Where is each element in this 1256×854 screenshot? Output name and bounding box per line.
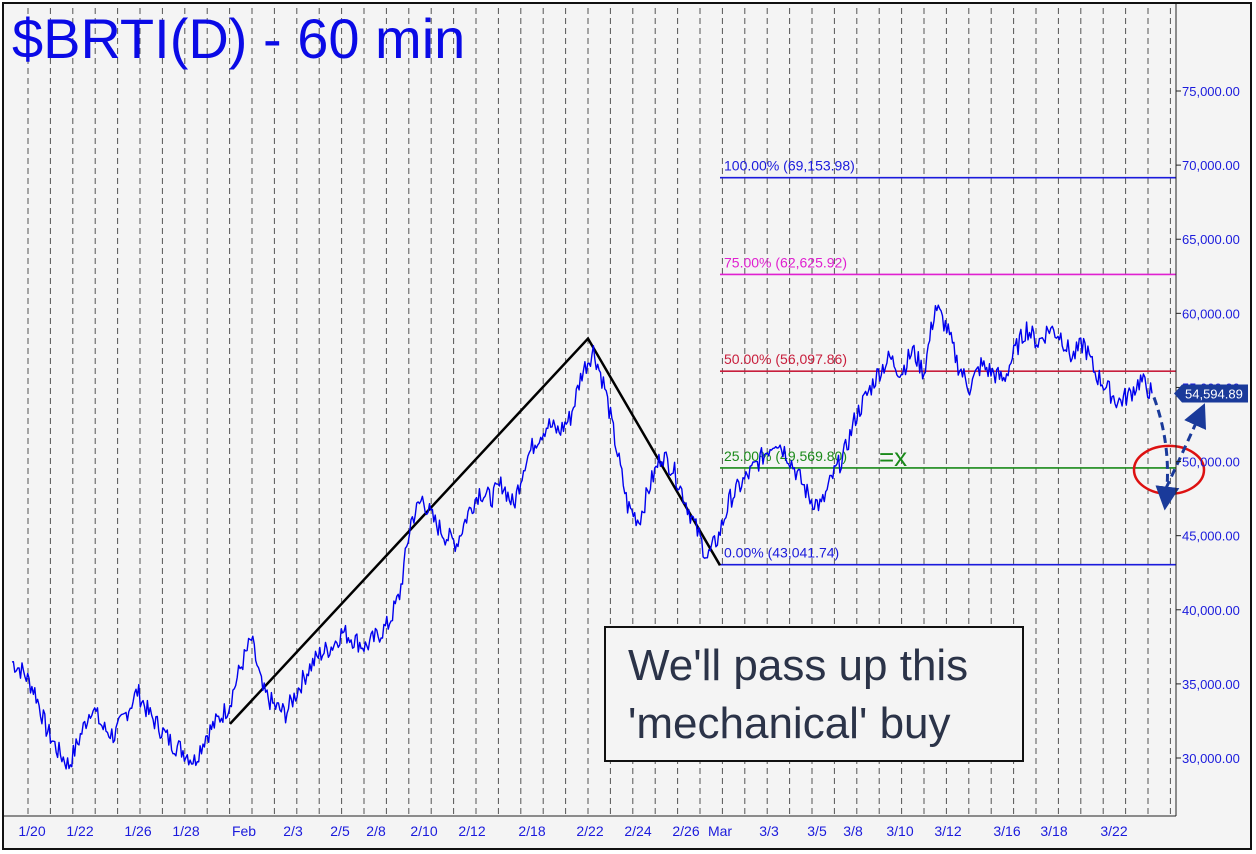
y-tick-label: 30,000.00 bbox=[1182, 751, 1240, 766]
fib-level-label: 0.00% (43,041.74) bbox=[724, 545, 839, 561]
y-tick-label: 70,000.00 bbox=[1182, 158, 1240, 173]
x-tick-label: 2/12 bbox=[458, 823, 485, 839]
x-tick-label: 3/16 bbox=[993, 823, 1020, 839]
x-tick-label: 3/3 bbox=[759, 823, 779, 839]
last-price-tag bbox=[1174, 384, 1248, 403]
x-tick-label: 2/8 bbox=[366, 823, 386, 839]
x-tick-label: 2/22 bbox=[576, 823, 603, 839]
price-line bbox=[11, 304, 1153, 770]
y-tick-label: 45,000.00 bbox=[1182, 529, 1240, 544]
fib-target-marker: =x bbox=[879, 442, 907, 472]
x-axis: 1/20 1/22 1/26 1/28 Feb 2/3 2/5 2/8 2/10 2/12 2/18… bbox=[18, 823, 1127, 839]
x-tick-label: 1/22 bbox=[66, 823, 93, 839]
chart-title: $BRTI(D) - 60 min bbox=[12, 7, 466, 70]
fib-level-label: 100.00% (69,153.98) bbox=[724, 158, 855, 174]
x-tick-label: 1/26 bbox=[124, 823, 151, 839]
fib-level-label: 75.00% (62,625.92) bbox=[724, 254, 847, 270]
up-arrow bbox=[1164, 403, 1207, 489]
x-tick-label: 2/10 bbox=[410, 823, 437, 839]
note-box: We'll pass up this 'mechanical' buy bbox=[604, 626, 1024, 762]
y-tick-label: 65,000.00 bbox=[1182, 232, 1240, 247]
x-tick-label: 2/5 bbox=[330, 823, 350, 839]
fib-level-label: 50.00% (56,097.86) bbox=[724, 351, 847, 367]
x-tick-label: 2/24 bbox=[624, 823, 651, 839]
annotations bbox=[1132, 396, 1207, 511]
x-tick-label: 3/12 bbox=[934, 823, 961, 839]
x-tick-label: 2/26 bbox=[672, 823, 699, 839]
y-tick-label: 35,000.00 bbox=[1182, 677, 1240, 692]
fibonacci-levels: 100.00% (69,153.98) 75.00% (62,625.92) 50.… bbox=[720, 158, 1176, 566]
x-tick-label: 2/3 bbox=[283, 823, 303, 839]
y-tick-label: 40,000.00 bbox=[1182, 603, 1240, 618]
price-series bbox=[11, 304, 1153, 770]
trend-lines bbox=[229, 336, 722, 725]
y-tick-label: 60,000.00 bbox=[1182, 306, 1240, 321]
x-tick-label: 3/5 bbox=[807, 823, 827, 839]
note-line-1: We'll pass up this bbox=[628, 641, 969, 690]
abc-trend-line bbox=[229, 336, 722, 725]
x-tick-label: 3/22 bbox=[1100, 823, 1127, 839]
x-tick-label: 3/18 bbox=[1040, 823, 1067, 839]
last-price-label: 54,594.89 bbox=[1185, 386, 1243, 401]
x-tick-label: 3/8 bbox=[843, 823, 863, 839]
x-tick-label: 1/20 bbox=[18, 823, 45, 839]
y-axis: 30,000.00 35,000.00 40,000.00 45,000.00 50,0… bbox=[4, 4, 1248, 817]
y-tick-label: 75,000.00 bbox=[1182, 84, 1240, 99]
x-tick-label: 3/10 bbox=[886, 823, 913, 839]
x-tick-label: 1/28 bbox=[172, 823, 199, 839]
x-tick-label: Mar bbox=[708, 823, 732, 839]
x-tick-label: Feb bbox=[232, 823, 256, 839]
target-circle bbox=[1132, 444, 1206, 496]
x-tick-label: 2/18 bbox=[518, 823, 545, 839]
y-tick-label: 50,000.00 bbox=[1182, 455, 1240, 470]
note-line-2: 'mechanical' buy bbox=[628, 699, 951, 748]
